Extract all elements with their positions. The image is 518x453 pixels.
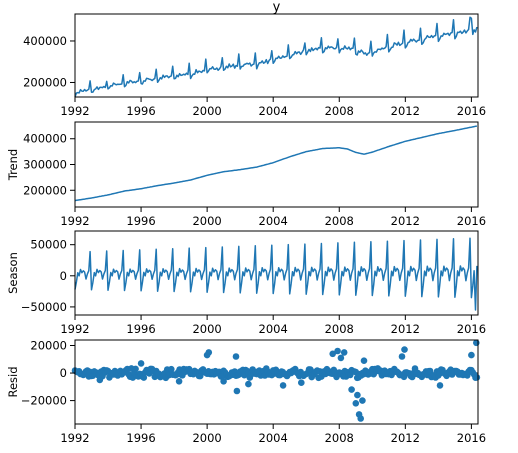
y-tick-label: 0: [60, 366, 67, 380]
resid-point: [175, 378, 183, 385]
resid-point: [348, 386, 355, 393]
y-tick-label: 200000: [23, 183, 67, 197]
x-tick-label: 1996: [126, 322, 155, 336]
x-tick-label: 2012: [391, 104, 420, 118]
resid-point: [205, 349, 213, 356]
x-tick-label: 2000: [192, 431, 221, 445]
y-tick-label: 200000: [23, 75, 67, 89]
x-tick-label: 2004: [259, 431, 288, 445]
resid-point: [468, 351, 475, 359]
y-tick-label: −20000: [21, 394, 67, 408]
x-tick-label: 2016: [457, 431, 486, 445]
resid-point: [401, 346, 408, 353]
resid-point: [233, 387, 241, 395]
resid-point: [334, 347, 341, 355]
y-tick-label: 400000: [23, 132, 67, 146]
series-line: [74, 16, 478, 98]
x-tick-label: 2004: [259, 214, 288, 228]
resid-point: [329, 350, 337, 358]
resid-point: [132, 365, 139, 373]
x-tick-label: 2000: [192, 214, 221, 228]
x-tick-label: 2012: [391, 214, 420, 228]
x-tick-label: 2004: [259, 104, 288, 118]
resid-point: [232, 353, 240, 360]
series-line: [74, 237, 478, 311]
resid-point: [279, 382, 287, 389]
x-tick-label: 1992: [60, 322, 89, 336]
resid-point: [307, 366, 314, 373]
resid-point: [168, 365, 175, 373]
resid-point: [96, 376, 104, 384]
resid-panel: 1992 1996 2000 2004 2008 2012 2016 −20000 0 20000…: [6, 339, 486, 445]
y-axis-label: Season: [6, 252, 20, 294]
axes-frame: [74, 230, 479, 316]
resid-point: [473, 374, 481, 381]
y-tick-label: 20000: [30, 339, 67, 353]
x-tick-label: 1992: [60, 431, 89, 445]
resid-point: [354, 391, 361, 399]
x-tick-label: 2008: [325, 322, 354, 336]
y-tick-label: 0: [60, 269, 67, 283]
resid-point: [140, 374, 148, 381]
resid-point: [340, 349, 348, 356]
resid-point: [359, 397, 366, 404]
x-tick-label: 2016: [457, 322, 486, 336]
resid-point: [398, 353, 406, 360]
observed-panel: 1992 1996 2000 2004 2008 2012 2016 200000 400000…: [23, 0, 486, 118]
trend-panel: 1992 1996 2000 2004 2008 2012 2016 200000 300000…: [6, 121, 486, 228]
y-axis-label: Resid: [6, 366, 20, 397]
x-tick-label: 2004: [259, 322, 288, 336]
x-tick-label: 2012: [391, 431, 420, 445]
x-tick-label: 2008: [325, 431, 354, 445]
x-tick-label: 1996: [126, 104, 155, 118]
x-tick-label: 2012: [391, 322, 420, 336]
y-tick-label: 400000: [23, 34, 67, 48]
x-tick-label: 1996: [126, 214, 155, 228]
series-line: [74, 125, 478, 202]
axes-frame: [74, 13, 479, 98]
resid-point: [426, 367, 434, 375]
x-tick-label: 2016: [457, 104, 486, 118]
chart-title: y: [273, 0, 281, 15]
x-tick-label: 1992: [60, 104, 89, 118]
season-panel: 1992 1996 2000 2004 2008 2012 2016 −50000 0 50000…: [6, 230, 486, 336]
y-tick-label: −50000: [21, 300, 67, 314]
x-tick-label: 2008: [325, 214, 354, 228]
axes-frame: [74, 121, 479, 208]
x-tick-label: 1992: [60, 214, 89, 228]
x-tick-label: 2000: [192, 104, 221, 118]
y-tick-label: 300000: [23, 158, 67, 172]
resid-point: [436, 382, 444, 389]
x-tick-label: 2000: [192, 322, 221, 336]
y-axis-label: Trend: [6, 149, 20, 181]
x-tick-label: 1996: [126, 431, 155, 445]
resid-point: [360, 357, 368, 365]
resid-point: [245, 380, 252, 388]
axes-frame: [74, 339, 479, 425]
resid-point: [298, 379, 305, 387]
resid-point: [357, 415, 365, 422]
x-tick-label: 2016: [457, 214, 486, 228]
resid-point: [137, 360, 145, 367]
y-tick-label: 50000: [30, 238, 67, 252]
x-tick-label: 2008: [325, 104, 354, 118]
resid-point: [337, 354, 345, 362]
resid-point: [220, 378, 227, 385]
resid-point: [352, 400, 360, 407]
resid-point: [196, 372, 204, 380]
